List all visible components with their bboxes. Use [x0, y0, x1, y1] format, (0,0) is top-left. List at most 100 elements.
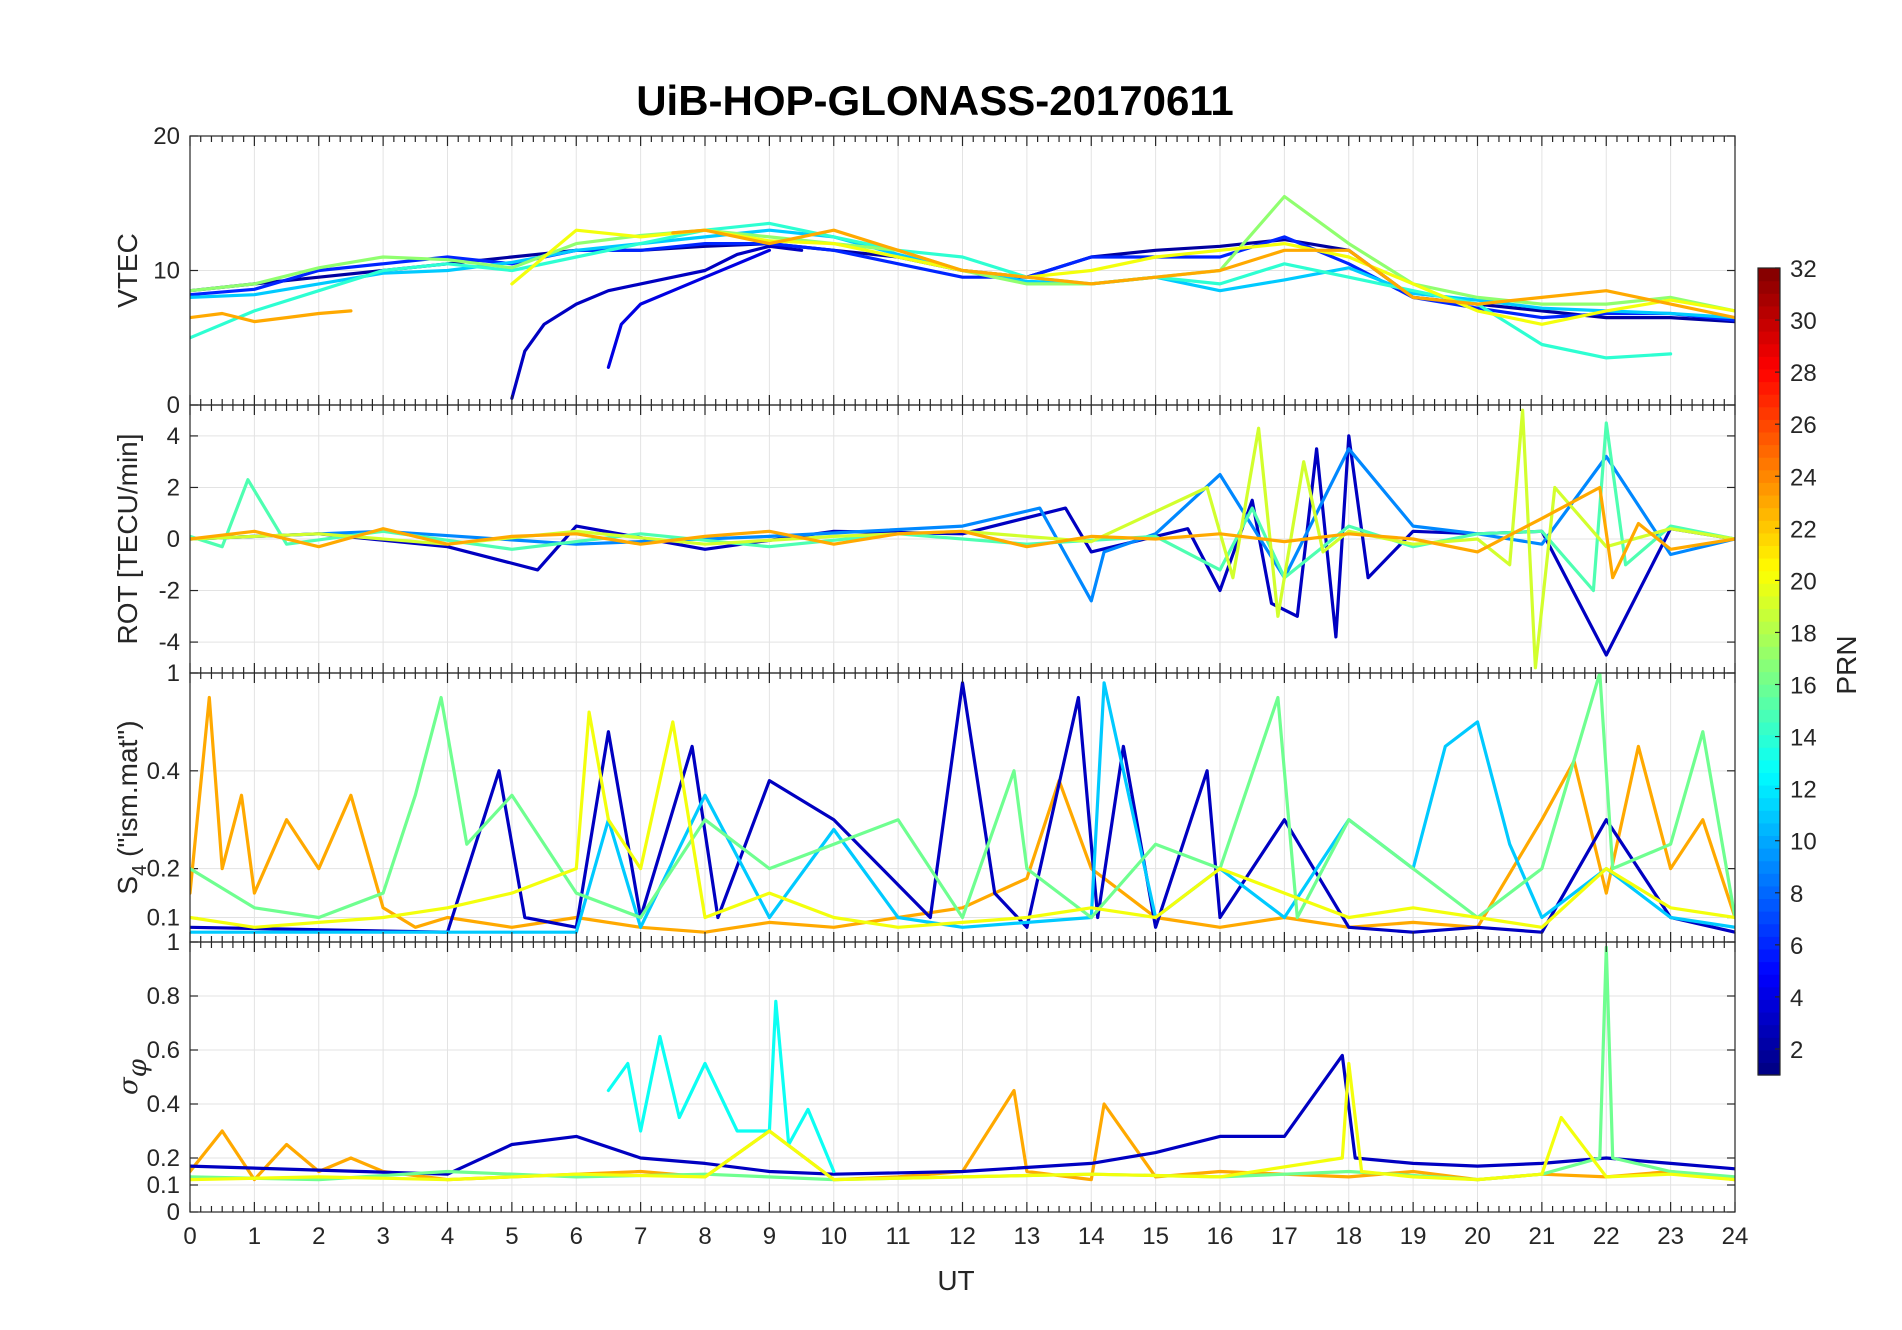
y-tick-label: 0: [167, 392, 180, 419]
series-line-prn-23: [671, 228, 1735, 320]
colorbar-band: [1758, 810, 1780, 824]
series-group: [190, 945, 1735, 1182]
y-axis-label-subscript: 4: [129, 865, 151, 876]
colorbar-band: [1758, 381, 1780, 395]
colorbar-band: [1758, 570, 1780, 584]
colorbar-band: [1758, 797, 1780, 811]
colorbar-frame: [1757, 267, 1781, 1076]
colorbar-band: [1758, 494, 1780, 509]
colorbar-band: [1758, 621, 1780, 635]
colorbar-tick-label: 30: [1790, 308, 1817, 335]
panel-rot: -4 -2 0 2 4 ROT [TECU/min]: [112, 404, 1736, 674]
colorbar-tick-label: 12: [1790, 777, 1817, 804]
colorbar-band: [1758, 684, 1780, 698]
y-tick-label: 0.1: [147, 905, 180, 932]
colorbar-tick-label: 28: [1790, 360, 1817, 387]
x-tick-label: 20: [1464, 1223, 1491, 1250]
series-line-prn-16: [190, 673, 1735, 920]
colorbar-tick-label: 14: [1790, 725, 1817, 752]
x-tick-labels: 0 1 2 3 4 5 6 7 8 9 10 11 12 13 14 15 16 17 18 19 20 21 22 23 24: [183, 1223, 1748, 1250]
y-tick-label: 0.6: [147, 1037, 180, 1064]
colorbar-band: [1758, 671, 1780, 685]
x-tick-label: 7: [634, 1223, 647, 1250]
colorbar-band: [1758, 1024, 1780, 1038]
y-axis-label-subscript: φ: [123, 1058, 153, 1077]
colorbar-tick-label: 2: [1790, 1037, 1803, 1064]
colorbar-band: [1758, 331, 1780, 345]
x-tick-label: 0: [183, 1223, 196, 1250]
colorbar-band: [1758, 532, 1780, 547]
colorbar-band: [1758, 1037, 1780, 1051]
panel-s4: 0.1 0.2 0.4 1 S4 ("ism.mat"): [112, 660, 1736, 943]
chart-title: UiB-HOP-GLONASS-20170611: [636, 77, 1234, 124]
y-tick-label: 0.2: [147, 1145, 180, 1172]
y-tick-label: 0.1: [147, 1172, 180, 1199]
colorbar-band: [1758, 583, 1780, 597]
colorbar-band: [1758, 936, 1780, 950]
colorbar-tick-label: 18: [1790, 620, 1817, 647]
colorbar-label: PRN: [1831, 635, 1862, 694]
colorbar-tick-label: 20: [1790, 568, 1817, 595]
colorbar-band: [1758, 431, 1780, 446]
y-axis-label-main: σ: [114, 1076, 144, 1095]
colorbar-band: [1758, 633, 1780, 647]
colorbar-tick-label: 6: [1790, 933, 1803, 960]
y-tick-label: 0.2: [147, 856, 180, 883]
colorbar-band: [1758, 343, 1780, 357]
colorbar-band: [1758, 1062, 1780, 1076]
y-tick-label: 1: [167, 929, 180, 956]
y-axis-label: VTEC: [112, 233, 143, 308]
colorbar-band: [1758, 457, 1780, 471]
y-tick-label: 10: [153, 258, 180, 285]
x-tick-label: 15: [1142, 1223, 1169, 1250]
colorbar-tick-label: 26: [1790, 412, 1817, 439]
colorbar-tick-label: 24: [1790, 464, 1817, 491]
y-axis-label: σφ: [114, 1058, 153, 1095]
colorbar-tick-label: 22: [1790, 516, 1817, 543]
x-tick-label: 24: [1722, 1223, 1749, 1250]
x-tick-label: 9: [763, 1223, 776, 1250]
colorbar-band: [1758, 848, 1780, 862]
colorbar-tick-label: 4: [1790, 985, 1803, 1012]
x-tick-label: 1: [248, 1223, 261, 1250]
panel-frame: [189, 941, 1736, 1213]
colorbar-band: [1758, 608, 1780, 622]
x-tick-label: 18: [1335, 1223, 1362, 1250]
colorbar-band: [1758, 305, 1780, 320]
colorbar-band: [1758, 784, 1780, 799]
colorbar-band: [1758, 986, 1780, 1000]
x-tick-label: 5: [505, 1223, 518, 1250]
colorbar-band: [1758, 318, 1780, 332]
series-line-prn-9: [190, 447, 1735, 603]
colorbar-band: [1758, 1049, 1780, 1063]
x-tick-label: 4: [441, 1223, 454, 1250]
series-line-prn-19: [190, 408, 1735, 670]
colorbar-band: [1758, 469, 1780, 483]
colorbar-band: [1758, 558, 1780, 572]
y-tick-label: -4: [159, 629, 180, 656]
x-tick-label: 11: [886, 1223, 911, 1250]
colorbar-band: [1758, 1011, 1780, 1026]
x-tick-label: 10: [820, 1223, 847, 1250]
x-tick-label: 17: [1271, 1223, 1298, 1250]
series-line-prn-3: [510, 244, 804, 400]
y-tick-label: 2: [167, 474, 180, 501]
colorbar-band: [1758, 999, 1780, 1013]
colorbar-band: [1758, 734, 1780, 748]
x-tick-label: 8: [698, 1223, 711, 1250]
x-tick-label: 22: [1593, 1223, 1620, 1250]
series-line-prn-3: [190, 1053, 1735, 1176]
x-tick-label: 23: [1657, 1223, 1684, 1250]
series-line-prn-3: [190, 681, 1735, 934]
colorbar-band: [1758, 356, 1780, 370]
series-line-prn-20: [190, 710, 1735, 929]
colorbar-band: [1758, 520, 1780, 534]
y-tick-label: 0.8: [147, 983, 180, 1010]
x-tick-label: 6: [570, 1223, 583, 1250]
series-line-prn-23: [190, 309, 353, 324]
colorbar-band: [1758, 873, 1780, 887]
colorbar-band: [1758, 482, 1780, 496]
x-tick-label: 3: [376, 1223, 389, 1250]
series-line-prn-23: [190, 485, 1735, 580]
